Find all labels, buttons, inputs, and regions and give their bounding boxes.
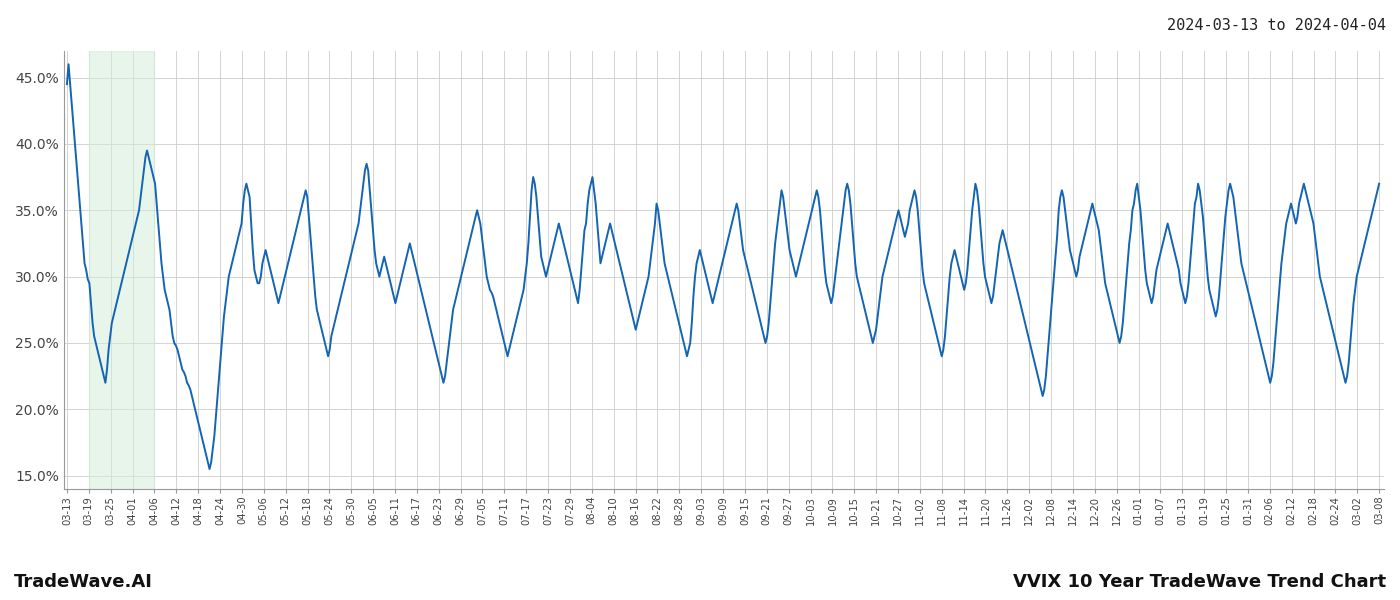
Bar xyxy=(88,51,154,489)
Text: VVIX 10 Year TradeWave Trend Chart: VVIX 10 Year TradeWave Trend Chart xyxy=(1012,573,1386,591)
Text: 2024-03-13 to 2024-04-04: 2024-03-13 to 2024-04-04 xyxy=(1168,18,1386,33)
Text: TradeWave.AI: TradeWave.AI xyxy=(14,573,153,591)
